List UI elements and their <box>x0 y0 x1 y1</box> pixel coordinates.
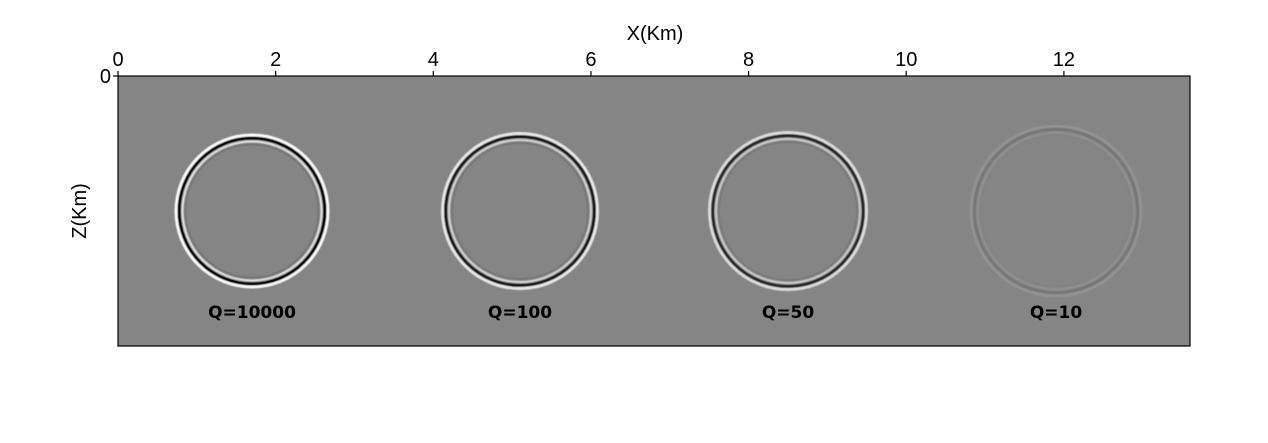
wavefront-group: Q=10000 Q=100 Q=50 Q=10 <box>174 124 1143 323</box>
x-tick-label: 0 <box>112 49 123 71</box>
x-tick-label: 8 <box>743 49 754 71</box>
q-label: Q=100 <box>488 303 552 323</box>
wavefront-ring <box>969 124 1143 298</box>
x-tick-label: 2 <box>270 49 281 71</box>
wavefront-ring <box>708 131 868 291</box>
wavefront-ring <box>441 132 599 290</box>
plot-area <box>117 75 1191 347</box>
q-label: Q=50 <box>762 303 815 323</box>
x-axis-ticks: 0 2 4 6 8 10 12 <box>112 49 1075 76</box>
y-axis-ticks: 0 <box>100 66 118 88</box>
x-tick-label: 6 <box>585 49 596 71</box>
q-label: Q=10 <box>1030 303 1083 323</box>
x-tick-label: 10 <box>895 49 917 71</box>
x-axis-title: X(Km) <box>627 23 684 45</box>
y-tick-label: 0 <box>100 66 111 88</box>
wavefront-ring <box>174 133 330 289</box>
y-axis-title: Z(Km) <box>69 183 91 239</box>
x-tick-label: 12 <box>1053 49 1075 71</box>
x-tick-label: 4 <box>428 49 439 71</box>
q-label: Q=10000 <box>208 303 296 323</box>
